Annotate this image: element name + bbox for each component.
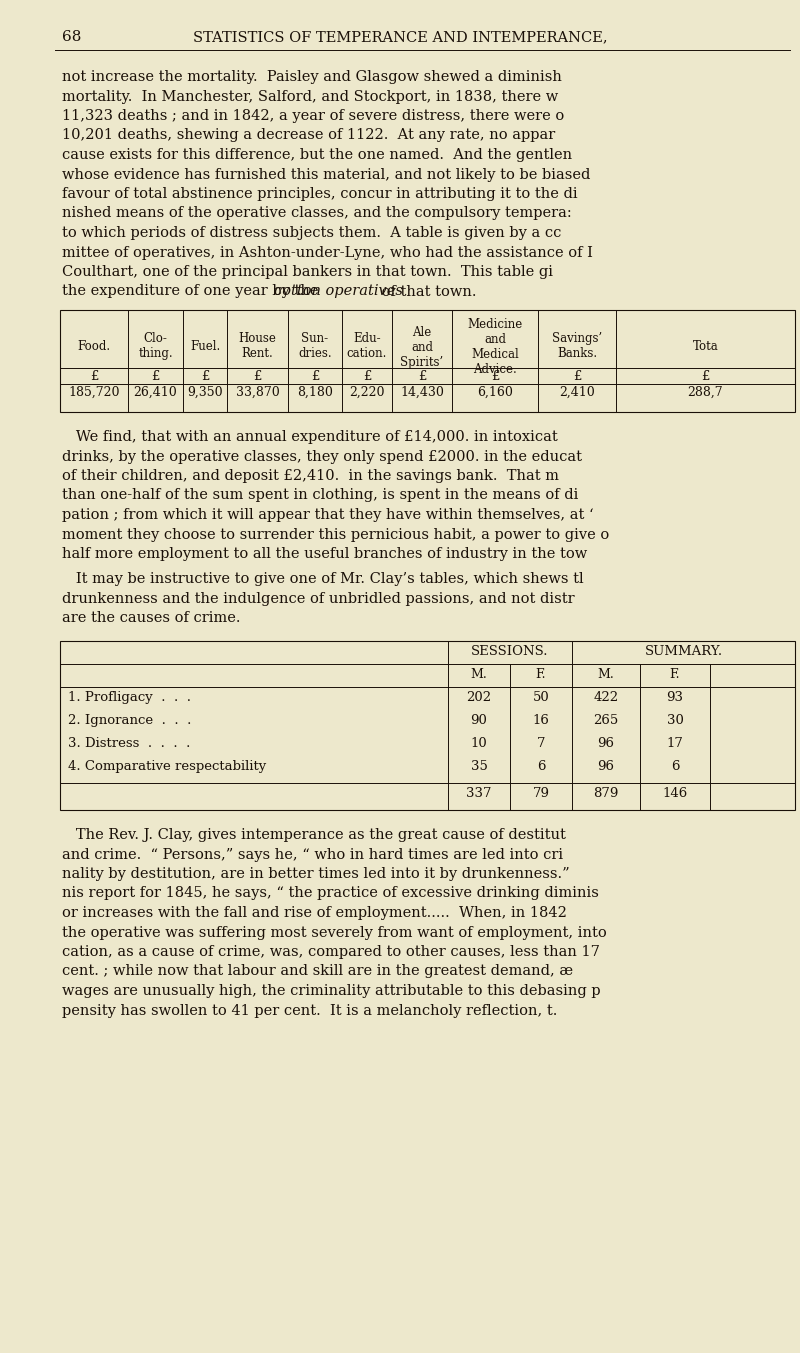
Text: 879: 879 bbox=[594, 787, 618, 800]
Text: M.: M. bbox=[598, 668, 614, 681]
Text: mittee of operatives, in Ashton-under-Lyne, who had the assistance of I: mittee of operatives, in Ashton-under-Ly… bbox=[62, 245, 593, 260]
Text: Sun-
dries.: Sun- dries. bbox=[298, 331, 332, 360]
Text: to which periods of distress subjects them.  A table is given by a cc: to which periods of distress subjects th… bbox=[62, 226, 562, 239]
Text: 33,870: 33,870 bbox=[236, 386, 279, 399]
Text: 17: 17 bbox=[666, 737, 683, 750]
Text: SUMMARY.: SUMMARY. bbox=[645, 645, 722, 658]
Text: 93: 93 bbox=[666, 691, 683, 704]
Text: £: £ bbox=[90, 369, 98, 383]
Text: 1. Profligacy  .  .  .: 1. Profligacy . . . bbox=[68, 691, 191, 704]
Text: of that town.: of that town. bbox=[377, 284, 476, 299]
Text: nality by destitution, are in better times led into it by drunkenness.”: nality by destitution, are in better tim… bbox=[62, 867, 570, 881]
Text: 422: 422 bbox=[594, 691, 618, 704]
Text: pensity has swollen to 41 per cent.  It is a melancholy reflection, t.: pensity has swollen to 41 per cent. It i… bbox=[62, 1004, 558, 1017]
Text: 96: 96 bbox=[598, 760, 614, 773]
Text: than one-half of the sum spent in clothing, is spent in the means of di: than one-half of the sum spent in clothi… bbox=[62, 488, 578, 502]
Text: Fuel.: Fuel. bbox=[190, 340, 220, 353]
Text: 146: 146 bbox=[662, 787, 688, 800]
Text: House
Rent.: House Rent. bbox=[238, 331, 277, 360]
Text: Tota: Tota bbox=[693, 340, 718, 353]
Text: the operative was suffering most severely from want of employment, into: the operative was suffering most severel… bbox=[62, 925, 606, 939]
Text: £: £ bbox=[573, 369, 581, 383]
Text: 6: 6 bbox=[537, 760, 546, 773]
Text: 26,410: 26,410 bbox=[134, 386, 178, 399]
Text: moment they choose to surrender this pernicious habit, a power to give o: moment they choose to surrender this per… bbox=[62, 528, 610, 541]
Text: £: £ bbox=[491, 369, 499, 383]
Text: Food.: Food. bbox=[78, 340, 110, 353]
Text: £: £ bbox=[151, 369, 160, 383]
Text: 9,350: 9,350 bbox=[187, 386, 223, 399]
Text: 2. Ignorance  .  .  .: 2. Ignorance . . . bbox=[68, 714, 191, 727]
Text: £: £ bbox=[702, 369, 710, 383]
Text: nis report for 1845, he says, “ the practice of excessive drinking diminis: nis report for 1845, he says, “ the prac… bbox=[62, 886, 599, 901]
Text: 3. Distress  .  .  .  .: 3. Distress . . . . bbox=[68, 737, 190, 750]
Text: 2,220: 2,220 bbox=[350, 386, 385, 399]
Text: drunkenness and the indulgence of unbridled passions, and not distr: drunkenness and the indulgence of unbrid… bbox=[62, 593, 574, 606]
Text: the expenditure of one year by the: the expenditure of one year by the bbox=[62, 284, 323, 299]
Text: 2,410: 2,410 bbox=[559, 386, 595, 399]
Text: 265: 265 bbox=[594, 714, 618, 727]
Text: 50: 50 bbox=[533, 691, 550, 704]
Text: 30: 30 bbox=[666, 714, 683, 727]
Text: 68: 68 bbox=[62, 30, 82, 45]
Text: 8,180: 8,180 bbox=[297, 386, 333, 399]
Text: cent. ; while now that labour and skill are in the greatest demand, æ: cent. ; while now that labour and skill … bbox=[62, 965, 573, 978]
Text: Clo-
thing.: Clo- thing. bbox=[138, 331, 173, 360]
Text: 185,720: 185,720 bbox=[68, 386, 120, 399]
Text: 202: 202 bbox=[466, 691, 491, 704]
Text: Ale
and
Spirits’: Ale and Spirits’ bbox=[400, 326, 444, 369]
Text: F.: F. bbox=[670, 668, 680, 681]
Text: or increases with the fall and rise of employment.....  When, in 1842: or increases with the fall and rise of e… bbox=[62, 907, 567, 920]
Text: wages are unusually high, the criminality attributable to this debasing p: wages are unusually high, the criminalit… bbox=[62, 984, 601, 999]
Text: £: £ bbox=[418, 369, 426, 383]
Text: nished means of the operative classes, and the compulsory tempera:: nished means of the operative classes, a… bbox=[62, 207, 572, 221]
Text: 288,7: 288,7 bbox=[688, 386, 723, 399]
Text: mortality.  In Manchester, Salford, and Stockport, in 1838, there w: mortality. In Manchester, Salford, and S… bbox=[62, 89, 558, 103]
Text: 7: 7 bbox=[537, 737, 546, 750]
Text: £: £ bbox=[311, 369, 319, 383]
Text: half more employment to all the useful branches of industry in the tow: half more employment to all the useful b… bbox=[62, 547, 587, 561]
Text: 6,160: 6,160 bbox=[477, 386, 513, 399]
Text: 337: 337 bbox=[466, 787, 492, 800]
Text: Savings’
Banks.: Savings’ Banks. bbox=[552, 331, 602, 360]
Text: It may be instructive to give one of Mr. Clay’s tables, which shews tl: It may be instructive to give one of Mr.… bbox=[62, 572, 584, 586]
Text: of their children, and deposit £2,410.  in the savings bank.  That m: of their children, and deposit £2,410. i… bbox=[62, 469, 559, 483]
Text: 16: 16 bbox=[533, 714, 550, 727]
Text: £: £ bbox=[254, 369, 262, 383]
Text: cause exists for this difference, but the one named.  And the gentlen: cause exists for this difference, but th… bbox=[62, 147, 572, 162]
Text: The Rev. J. Clay, gives intemperance as the great cause of destitut: The Rev. J. Clay, gives intemperance as … bbox=[62, 828, 566, 842]
Text: 6: 6 bbox=[670, 760, 679, 773]
Bar bbox=[60, 641, 795, 810]
Text: not increase the mortality.  Paisley and Glasgow shewed a diminish: not increase the mortality. Paisley and … bbox=[62, 70, 562, 84]
Text: are the causes of crime.: are the causes of crime. bbox=[62, 612, 241, 625]
Text: 4. Comparative respectability: 4. Comparative respectability bbox=[68, 760, 266, 773]
Text: pation ; from which it will appear that they have within themselves, at ‘: pation ; from which it will appear that … bbox=[62, 507, 594, 522]
Text: drinks, by the operative classes, they only spend £2000. in the educat: drinks, by the operative classes, they o… bbox=[62, 449, 582, 464]
Text: Coulthart, one of the principal bankers in that town.  This table gi: Coulthart, one of the principal bankers … bbox=[62, 265, 553, 279]
Text: 10: 10 bbox=[470, 737, 487, 750]
Text: F.: F. bbox=[536, 668, 546, 681]
Text: and crime.  “ Persons,” says he, “ who in hard times are led into cri: and crime. “ Persons,” says he, “ who in… bbox=[62, 847, 563, 862]
Bar bbox=[60, 310, 795, 413]
Text: 35: 35 bbox=[470, 760, 487, 773]
Text: £: £ bbox=[201, 369, 209, 383]
Text: favour of total abstinence principles, concur in attributing it to the di: favour of total abstinence principles, c… bbox=[62, 187, 578, 202]
Text: STATISTICS OF TEMPERANCE AND INTEMPERANCE,: STATISTICS OF TEMPERANCE AND INTEMPERANC… bbox=[193, 30, 607, 45]
Text: 10,201 deaths, shewing a decrease of 1122.  At any rate, no appar: 10,201 deaths, shewing a decrease of 112… bbox=[62, 129, 555, 142]
Text: SESSIONS.: SESSIONS. bbox=[471, 645, 549, 658]
Text: 96: 96 bbox=[598, 737, 614, 750]
Text: whose evidence has furnished this material, and not likely to be biased: whose evidence has furnished this materi… bbox=[62, 168, 590, 181]
Text: 90: 90 bbox=[470, 714, 487, 727]
Text: £: £ bbox=[363, 369, 371, 383]
Text: M.: M. bbox=[470, 668, 487, 681]
Text: cotton operatives: cotton operatives bbox=[274, 284, 402, 299]
Text: Medicine
and
Medical
Advice.: Medicine and Medical Advice. bbox=[467, 318, 522, 376]
Text: cation, as a cause of crime, was, compared to other causes, less than 17: cation, as a cause of crime, was, compar… bbox=[62, 944, 600, 959]
Text: 79: 79 bbox=[533, 787, 550, 800]
Text: 14,430: 14,430 bbox=[400, 386, 444, 399]
Text: We find, that with an annual expenditure of £14,000. in intoxicat: We find, that with an annual expenditure… bbox=[62, 430, 558, 444]
Text: 11,323 deaths ; and in 1842, a year of severe distress, there were o: 11,323 deaths ; and in 1842, a year of s… bbox=[62, 110, 564, 123]
Text: Edu-
cation.: Edu- cation. bbox=[347, 331, 387, 360]
